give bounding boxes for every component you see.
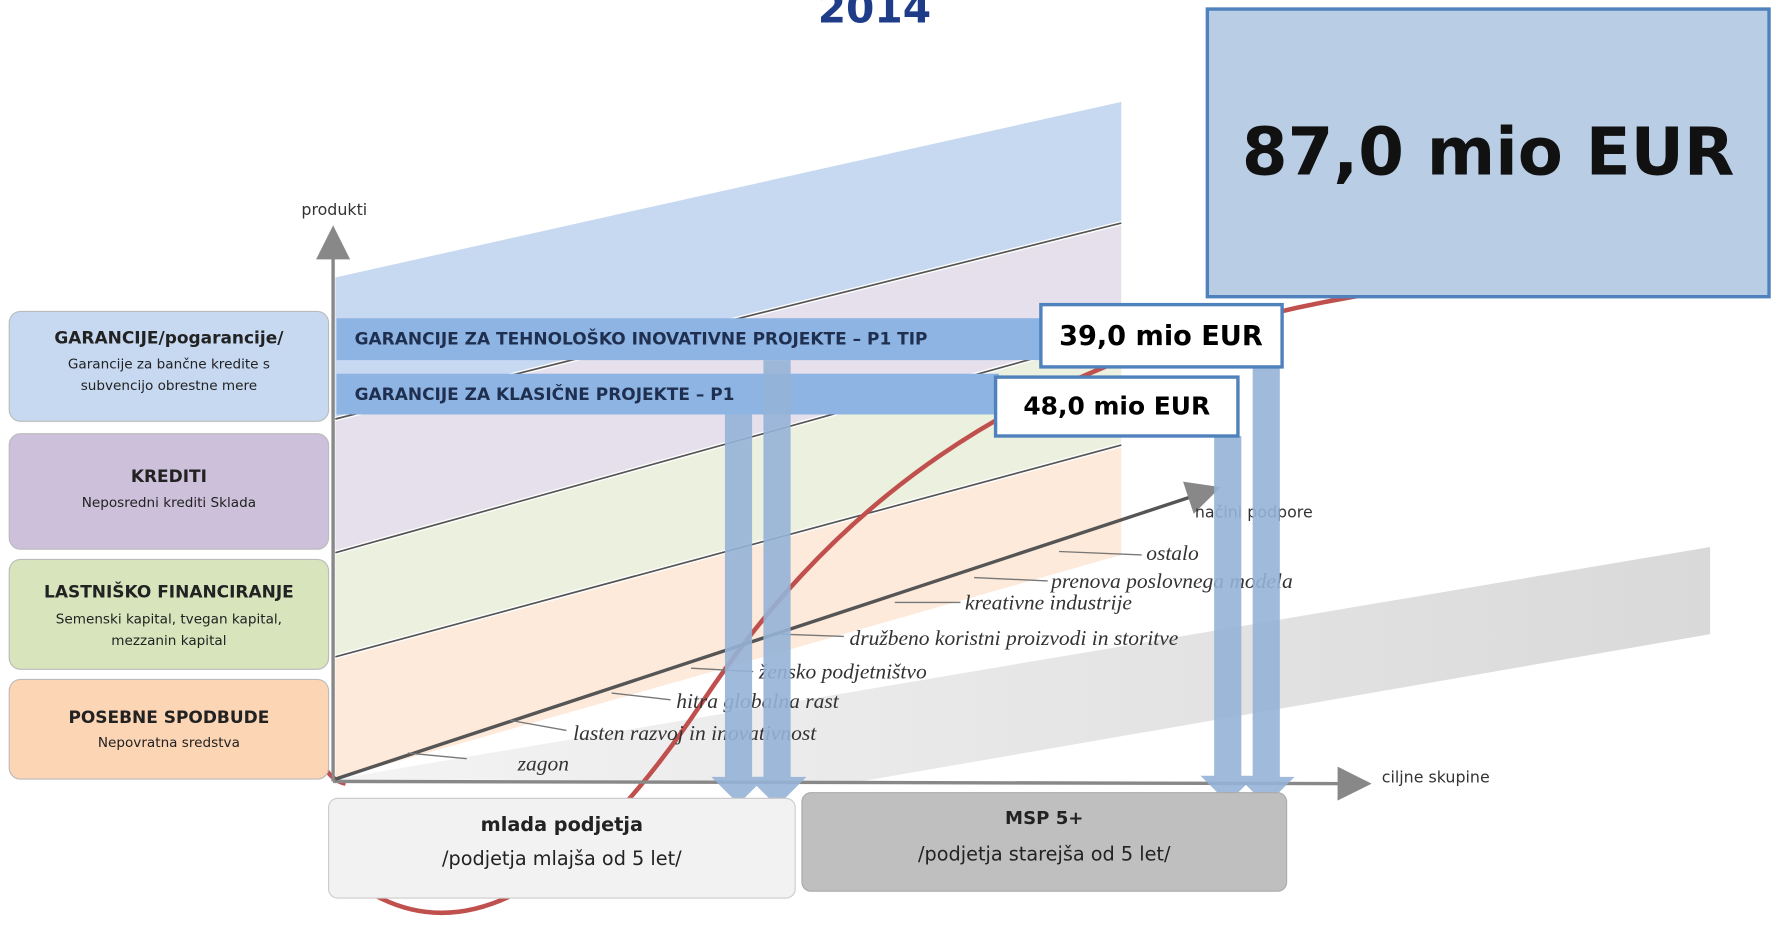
- program-bar: [336, 318, 1054, 361]
- product-subtitle: Garancije za bančne kredite s: [68, 357, 270, 373]
- product-title: GARANCIJE/pogarancije/: [54, 329, 284, 349]
- amount-box: [1039, 302, 1284, 369]
- target-subtitle: /podjetja mlajša od 5 let/: [442, 847, 682, 870]
- program-label: GARANCIJE ZA KLASIČNE PROJEKTE – P1: [355, 383, 735, 405]
- product-subtitle: Semenski kapital, tvegan kapital,: [56, 611, 282, 627]
- y-axis-label: produkti: [301, 200, 367, 219]
- support-ticks: [407, 550, 1142, 760]
- target-box: [801, 792, 1288, 892]
- product-box: [8, 433, 330, 550]
- target-box: [328, 797, 796, 899]
- product-subtitle: Neposredni krediti Sklada: [82, 495, 256, 511]
- target-title: mlada podjetja: [481, 813, 643, 836]
- support-type: hitra globalna rast: [676, 689, 839, 713]
- product-box: [8, 310, 330, 422]
- product-box: [8, 678, 330, 780]
- support-type: lasten razvoj in inovativnost: [573, 721, 817, 745]
- product-subtitle: subvencijo obrestne mere: [81, 378, 257, 394]
- product-box: [8, 558, 330, 670]
- floor: [335, 546, 1711, 782]
- support-type: zagon: [517, 751, 569, 775]
- x-axis: [333, 766, 1372, 801]
- program-bar: [336, 373, 999, 415]
- product-title: KREDITI: [131, 467, 207, 487]
- flow-arrows: [711, 360, 1295, 807]
- product-subtitle: mezzanin kapital: [111, 633, 226, 649]
- product-title: POSEBNE SPODBUDE: [68, 708, 269, 728]
- amount-box: [993, 375, 1240, 438]
- program-label: GARANCIJE ZA TEHNOLOŠKO INOVATIVNE PROJE…: [355, 328, 928, 350]
- total: 87,0 mio EUR: [1242, 114, 1735, 190]
- total-box: [1205, 7, 1771, 299]
- program-amount: 39,0 mio EUR: [1059, 321, 1263, 352]
- product-title: LASTNIŠKO FINANCIRANJE: [44, 580, 294, 602]
- support-type: prenova poslovnega modela: [1049, 569, 1293, 593]
- program-amount: 48,0 mio EUR: [1023, 392, 1210, 421]
- support-type: družbeno koristni proizvodi in storitve: [849, 626, 1178, 650]
- x-axis-label: ciljne skupine: [1382, 767, 1490, 786]
- support-type: kreativne industrije: [965, 591, 1132, 615]
- product-subtitle: Nepovratna sredstva: [98, 735, 240, 751]
- support-type: ostalo: [1146, 541, 1199, 565]
- target-title: MSP 5+: [1005, 808, 1083, 829]
- target-subtitle: /podjetja starejša od 5 let/: [918, 842, 1171, 865]
- title: 2014: [818, 0, 931, 32]
